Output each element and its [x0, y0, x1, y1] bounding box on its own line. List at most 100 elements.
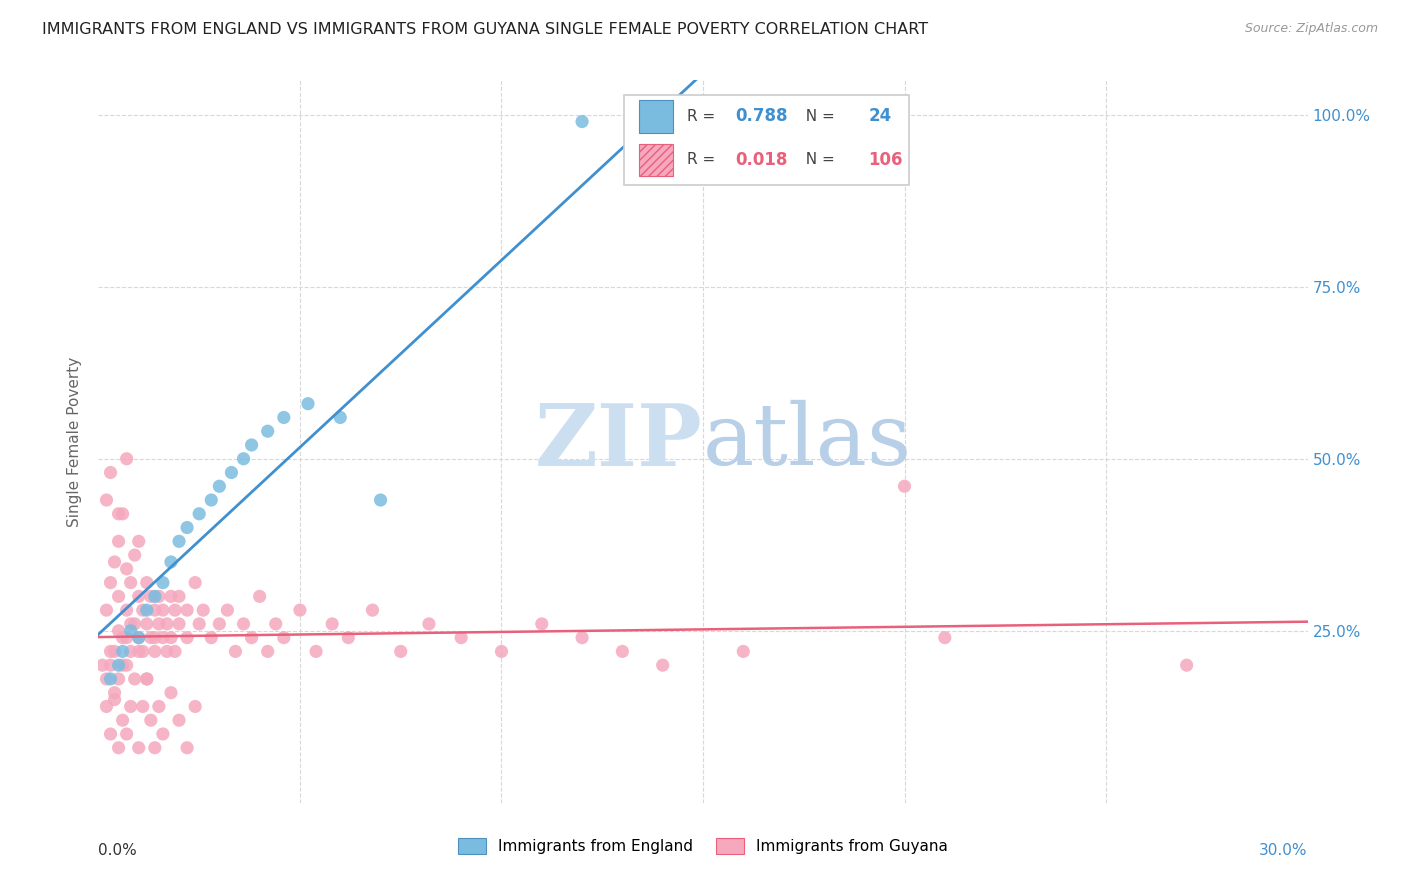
Point	[103, 686, 125, 700]
Point	[100, 644, 122, 658]
Point	[115, 631, 138, 645]
Point	[100, 658, 122, 673]
Point	[100, 575, 122, 590]
Point	[135, 603, 157, 617]
Point	[96, 699, 118, 714]
Text: 106: 106	[869, 151, 903, 169]
Point	[249, 590, 271, 604]
Point	[132, 603, 155, 617]
Point	[96, 603, 118, 617]
Point	[208, 616, 231, 631]
Point	[139, 631, 162, 645]
Point	[256, 644, 278, 658]
Point	[107, 658, 129, 673]
Point	[152, 575, 174, 590]
Legend: Immigrants from England, Immigrants from Guyana: Immigrants from England, Immigrants from…	[453, 832, 953, 860]
Text: 0.0%: 0.0%	[98, 843, 138, 857]
Point	[128, 590, 150, 604]
Point	[115, 658, 138, 673]
Point	[208, 479, 231, 493]
Point	[200, 631, 222, 645]
Point	[135, 616, 157, 631]
Point	[733, 644, 755, 658]
Point	[305, 644, 328, 658]
Point	[120, 624, 142, 638]
Point	[135, 672, 157, 686]
Point	[156, 644, 179, 658]
Point	[176, 740, 198, 755]
Point	[120, 575, 142, 590]
Point	[143, 740, 166, 755]
Point	[176, 631, 198, 645]
Point	[240, 631, 263, 645]
Point	[389, 644, 412, 658]
Point	[188, 507, 211, 521]
Point	[139, 590, 162, 604]
Point	[167, 616, 190, 631]
Point	[264, 616, 287, 631]
Point	[160, 555, 183, 569]
Point	[128, 644, 150, 658]
Text: 30.0%: 30.0%	[1260, 843, 1308, 857]
Point	[115, 727, 138, 741]
Point	[103, 692, 125, 706]
Point	[115, 562, 138, 576]
Point	[163, 644, 186, 658]
Point	[491, 644, 513, 658]
Text: 0.018: 0.018	[735, 151, 787, 169]
Point	[107, 672, 129, 686]
Point	[337, 631, 360, 645]
Point	[135, 575, 157, 590]
Point	[711, 114, 734, 128]
Point	[297, 397, 319, 411]
Point	[167, 534, 190, 549]
Point	[96, 493, 118, 508]
Text: atlas: atlas	[703, 400, 912, 483]
Point	[100, 466, 122, 480]
Point	[571, 114, 593, 128]
Point	[128, 631, 150, 645]
Text: N =: N =	[796, 109, 839, 124]
Point	[107, 624, 129, 638]
Point	[143, 590, 166, 604]
Text: 24: 24	[869, 107, 891, 126]
Point	[111, 631, 134, 645]
Point	[184, 699, 207, 714]
Point	[361, 603, 384, 617]
Point	[321, 616, 343, 631]
Point	[120, 616, 142, 631]
Point	[450, 631, 472, 645]
Point	[651, 658, 673, 673]
Point	[167, 713, 190, 727]
Point	[111, 658, 134, 673]
Point	[148, 699, 170, 714]
Point	[160, 590, 183, 604]
Point	[107, 507, 129, 521]
Text: Source: ZipAtlas.com: Source: ZipAtlas.com	[1244, 22, 1378, 36]
Point	[156, 616, 179, 631]
Point	[103, 644, 125, 658]
Point	[124, 616, 146, 631]
Point	[128, 631, 150, 645]
Point	[232, 451, 254, 466]
Point	[115, 603, 138, 617]
Point	[143, 631, 166, 645]
Point	[115, 451, 138, 466]
Point	[111, 644, 134, 658]
Point	[120, 699, 142, 714]
Text: R =: R =	[688, 153, 720, 168]
Point	[273, 631, 295, 645]
Point	[152, 631, 174, 645]
Point	[612, 644, 634, 658]
Bar	[638, 100, 673, 133]
Point	[139, 713, 162, 727]
Point	[217, 603, 239, 617]
Point	[273, 410, 295, 425]
Point	[200, 493, 222, 508]
Point	[128, 534, 150, 549]
FancyBboxPatch shape	[624, 95, 908, 185]
Text: R =: R =	[688, 109, 720, 124]
Point	[188, 616, 211, 631]
Point	[111, 507, 134, 521]
Point	[107, 590, 129, 604]
